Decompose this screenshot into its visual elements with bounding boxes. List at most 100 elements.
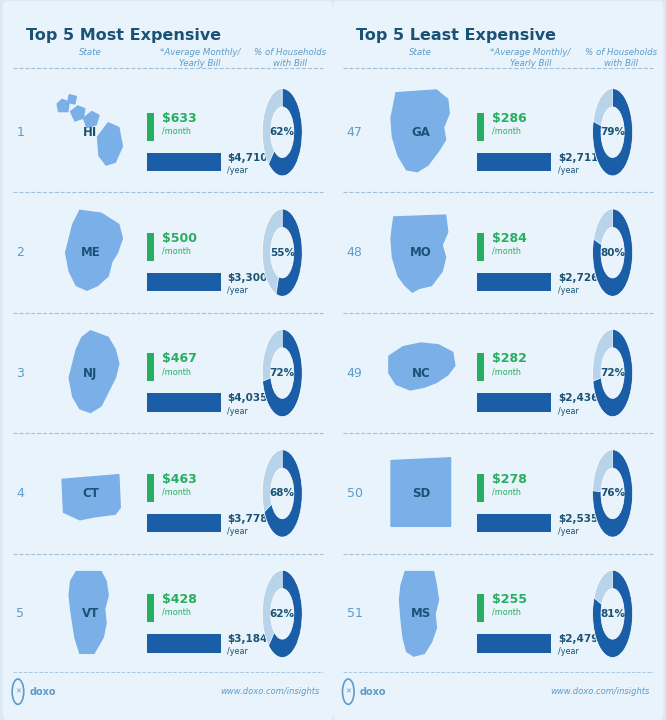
Text: Top 5 Least Expensive: Top 5 Least Expensive	[356, 28, 556, 43]
FancyBboxPatch shape	[147, 594, 154, 622]
Text: /year: /year	[228, 166, 248, 175]
Polygon shape	[391, 458, 451, 526]
Text: VT: VT	[82, 608, 99, 621]
Text: 3: 3	[17, 366, 24, 379]
Text: $463: $463	[162, 473, 196, 486]
Wedge shape	[593, 450, 633, 537]
Text: $3,300: $3,300	[228, 273, 268, 283]
Text: /month: /month	[162, 247, 191, 256]
Text: /year: /year	[228, 407, 248, 415]
Text: $3,778: $3,778	[228, 514, 268, 524]
Polygon shape	[389, 343, 455, 390]
Wedge shape	[262, 329, 302, 417]
Text: /month: /month	[162, 608, 191, 617]
Text: HI: HI	[83, 126, 98, 139]
Text: $284: $284	[492, 232, 527, 245]
Text: *Average Monthly/
Yearly Bill: *Average Monthly/ Yearly Bill	[490, 48, 571, 68]
FancyBboxPatch shape	[478, 393, 551, 412]
Text: /year: /year	[228, 527, 248, 536]
Text: 50: 50	[347, 487, 363, 500]
Text: % of Households
with Bill: % of Households with Bill	[585, 48, 657, 68]
Text: ✕: ✕	[15, 688, 21, 695]
Text: $633: $633	[162, 112, 196, 125]
Wedge shape	[268, 570, 302, 657]
Wedge shape	[276, 209, 302, 297]
Text: /month: /month	[492, 247, 521, 256]
Text: 76%: 76%	[600, 488, 625, 498]
Text: www.doxo.com/insights: www.doxo.com/insights	[220, 687, 319, 696]
FancyBboxPatch shape	[478, 634, 551, 652]
Text: ✕: ✕	[346, 688, 351, 695]
FancyBboxPatch shape	[147, 393, 221, 412]
Text: 4: 4	[17, 487, 24, 500]
Wedge shape	[593, 209, 633, 297]
Text: 79%: 79%	[600, 127, 625, 138]
Text: 47: 47	[347, 126, 362, 139]
Text: $2,479: $2,479	[558, 634, 598, 644]
Text: NJ: NJ	[83, 366, 98, 379]
FancyBboxPatch shape	[147, 273, 221, 292]
FancyBboxPatch shape	[478, 354, 484, 382]
Polygon shape	[97, 123, 123, 165]
Text: MS: MS	[411, 608, 431, 621]
Text: /month: /month	[492, 487, 521, 497]
Text: SD: SD	[412, 487, 430, 500]
Text: /month: /month	[162, 487, 191, 497]
Text: 62%: 62%	[270, 609, 295, 619]
Text: 5: 5	[17, 608, 25, 621]
FancyBboxPatch shape	[147, 112, 154, 140]
Polygon shape	[57, 99, 69, 112]
Text: CT: CT	[82, 487, 99, 500]
Polygon shape	[71, 106, 85, 121]
Text: $4,035: $4,035	[228, 393, 268, 403]
FancyBboxPatch shape	[478, 112, 484, 140]
Text: $2,726: $2,726	[558, 273, 598, 283]
FancyBboxPatch shape	[147, 153, 221, 171]
Text: /month: /month	[492, 367, 521, 376]
Text: Top 5 Most Expensive: Top 5 Most Expensive	[26, 28, 221, 43]
FancyBboxPatch shape	[478, 153, 551, 171]
Text: 55%: 55%	[270, 248, 295, 258]
Polygon shape	[69, 572, 108, 653]
Text: $2,535: $2,535	[558, 514, 598, 524]
Text: $4,710: $4,710	[228, 153, 268, 163]
Text: www.doxo.com/insights: www.doxo.com/insights	[550, 687, 649, 696]
FancyBboxPatch shape	[478, 273, 551, 292]
Text: $278: $278	[492, 473, 527, 486]
Text: 62%: 62%	[270, 127, 295, 138]
Text: $2,436: $2,436	[558, 393, 598, 403]
Text: /month: /month	[162, 367, 191, 376]
Text: ME: ME	[81, 246, 101, 259]
FancyBboxPatch shape	[334, 1, 663, 720]
Text: doxo: doxo	[29, 687, 56, 697]
Text: /month: /month	[492, 126, 521, 135]
Text: GA: GA	[412, 126, 430, 139]
Wedge shape	[264, 450, 302, 537]
Wedge shape	[593, 209, 633, 297]
Text: $282: $282	[492, 353, 527, 366]
Wedge shape	[593, 570, 633, 657]
Wedge shape	[262, 89, 302, 176]
Text: $428: $428	[162, 593, 197, 606]
Wedge shape	[262, 209, 302, 297]
Polygon shape	[391, 215, 448, 292]
Wedge shape	[593, 329, 633, 417]
FancyBboxPatch shape	[147, 474, 154, 502]
Text: /year: /year	[558, 407, 579, 415]
Text: NC: NC	[412, 366, 430, 379]
Wedge shape	[268, 89, 302, 176]
Wedge shape	[262, 450, 302, 537]
Text: /year: /year	[228, 286, 248, 295]
Text: State: State	[410, 48, 432, 57]
Text: 48: 48	[347, 246, 362, 259]
Wedge shape	[593, 570, 633, 657]
FancyBboxPatch shape	[478, 514, 551, 532]
Text: 1: 1	[17, 126, 24, 139]
FancyBboxPatch shape	[147, 354, 154, 382]
FancyBboxPatch shape	[478, 233, 484, 261]
FancyBboxPatch shape	[147, 233, 154, 261]
Polygon shape	[68, 94, 77, 104]
Text: 72%: 72%	[270, 368, 295, 378]
Wedge shape	[262, 570, 302, 657]
Text: $500: $500	[162, 232, 197, 245]
